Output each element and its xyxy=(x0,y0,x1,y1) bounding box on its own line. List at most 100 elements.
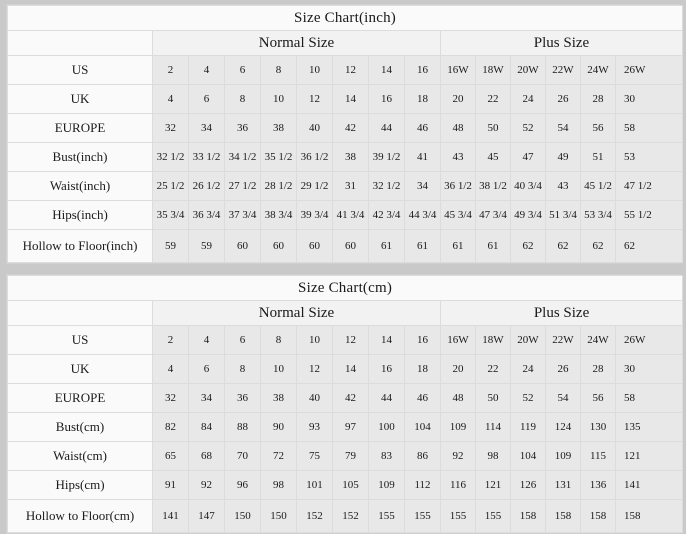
size-table-cm: Size Chart(cm) Normal Size Plus Size US 2 4 6 8… xyxy=(6,275,684,533)
data-cell: 26 xyxy=(545,84,581,114)
data-cell: 62 xyxy=(545,229,581,263)
data-cell: 16 xyxy=(404,325,441,355)
data-cell: 35 3/4 xyxy=(152,200,189,230)
data-cell: 8 xyxy=(224,84,261,114)
data-cell: 93 xyxy=(296,412,333,442)
data-cell: 147 xyxy=(188,499,225,533)
table-row: Hips(cm) 91 92 96 98 101 105 109 112 116 121 126 131… xyxy=(7,470,684,500)
data-cell: 32 xyxy=(152,383,189,413)
data-cell: 47 xyxy=(510,142,546,172)
data-cell: 100 xyxy=(368,412,405,442)
data-cell: 40 3/4 xyxy=(510,171,546,201)
data-cell: 79 xyxy=(332,441,369,471)
data-cell: 8 xyxy=(260,55,297,85)
data-cell: 62 xyxy=(510,229,546,263)
group-header-normal-size: Normal Size xyxy=(152,30,441,56)
data-cell: 10 xyxy=(260,84,297,114)
table-row: US 2 4 6 8 10 12 14 16 16W 18W 20W 22W 24W 26W xyxy=(7,55,684,85)
data-cell: 36 1/2 xyxy=(440,171,476,201)
data-cell: 43 xyxy=(545,171,581,201)
data-cell: 10 xyxy=(296,55,333,85)
data-cell: 34 1/2 xyxy=(224,142,261,172)
data-cell: 36 xyxy=(224,383,261,413)
row-label: Waist(cm) xyxy=(7,441,153,471)
data-cell: 155 xyxy=(440,499,476,533)
data-cell: 34 xyxy=(188,383,225,413)
row-label: Waist(inch) xyxy=(7,171,153,201)
data-cell: 114 xyxy=(475,412,511,442)
data-cell: 61 xyxy=(404,229,441,263)
data-cell: 61 xyxy=(475,229,511,263)
data-cell: 28 xyxy=(580,84,616,114)
data-cell: 158 xyxy=(614,499,684,533)
data-cell: 33 1/2 xyxy=(188,142,225,172)
data-cell: 141 xyxy=(152,499,189,533)
data-cell: 59 xyxy=(152,229,189,263)
data-cell: 47 3/4 xyxy=(475,200,511,230)
data-cell: 20 xyxy=(440,84,476,114)
title-row: Size Chart(inch) xyxy=(6,5,684,31)
data-cell: 90 xyxy=(260,412,297,442)
group-header-plus-size: Plus Size xyxy=(439,30,684,56)
data-cell: 62 xyxy=(614,229,684,263)
data-cell: 51 xyxy=(580,142,616,172)
data-cell: 47 1/2 xyxy=(614,171,684,201)
data-cell: 45 1/2 xyxy=(580,171,616,201)
data-cell: 24 xyxy=(510,84,546,114)
data-cell: 135 xyxy=(614,412,684,442)
data-cell: 30 xyxy=(614,354,684,384)
data-cell: 22W xyxy=(545,55,581,85)
data-cell: 109 xyxy=(545,441,581,471)
row-label: UK xyxy=(7,84,153,114)
data-cell: 28 xyxy=(580,354,616,384)
data-cell: 45 3/4 xyxy=(440,200,476,230)
data-cell: 36 1/2 xyxy=(296,142,333,172)
data-cell: 62 xyxy=(580,229,616,263)
data-cell: 20W xyxy=(510,325,546,355)
data-cell: 65 xyxy=(152,441,189,471)
data-cell: 50 xyxy=(475,383,511,413)
data-cell: 52 xyxy=(510,113,546,143)
data-cell: 39 1/2 xyxy=(368,142,405,172)
data-cell: 26 1/2 xyxy=(188,171,225,201)
data-cell: 49 xyxy=(545,142,581,172)
data-cell: 26 xyxy=(545,354,581,384)
data-cell: 24W xyxy=(580,325,616,355)
data-cell: 36 xyxy=(224,113,261,143)
data-cell: 104 xyxy=(510,441,546,471)
table-row: UK 4 6 8 10 12 14 16 18 20 22 24 26 28 30 xyxy=(7,84,684,114)
table-row: US 2 4 6 8 10 12 14 16 16W 18W 20W 22W 24W 26W xyxy=(7,325,684,355)
data-cell: 109 xyxy=(368,470,405,500)
data-cell: 96 xyxy=(224,470,261,500)
title-row: Size Chart(cm) xyxy=(6,275,684,301)
data-cell: 38 1/2 xyxy=(475,171,511,201)
data-cell: 14 xyxy=(368,325,405,355)
data-cell: 10 xyxy=(260,354,297,384)
data-cell: 119 xyxy=(510,412,546,442)
data-cell: 25 1/2 xyxy=(152,171,189,201)
data-cell: 42 xyxy=(332,383,369,413)
data-cell: 40 xyxy=(296,383,333,413)
data-cell: 136 xyxy=(580,470,616,500)
data-cell: 6 xyxy=(188,354,225,384)
size-table-inch: Size Chart(inch) Normal Size Plus Size US 2 4… xyxy=(6,5,684,263)
data-cell: 84 xyxy=(188,412,225,442)
row-label: US xyxy=(7,325,153,355)
data-cell: 152 xyxy=(296,499,333,533)
data-cell: 28 1/2 xyxy=(260,171,297,201)
data-cell: 32 1/2 xyxy=(368,171,405,201)
data-cell: 38 xyxy=(260,113,297,143)
data-cell: 22W xyxy=(545,325,581,355)
data-cell: 101 xyxy=(296,470,333,500)
data-cell: 155 xyxy=(368,499,405,533)
data-cell: 115 xyxy=(580,441,616,471)
data-cell: 43 xyxy=(440,142,476,172)
data-cell: 36 3/4 xyxy=(188,200,225,230)
data-cell: 60 xyxy=(224,229,261,263)
size-chart-cm: Size Chart(cm) Normal Size Plus Size US 2 4 6 8… xyxy=(6,274,684,534)
data-cell: 60 xyxy=(260,229,297,263)
row-label: EUROPE xyxy=(7,383,153,413)
chart-title: Size Chart(cm) xyxy=(6,275,684,301)
data-cell: 88 xyxy=(224,412,261,442)
